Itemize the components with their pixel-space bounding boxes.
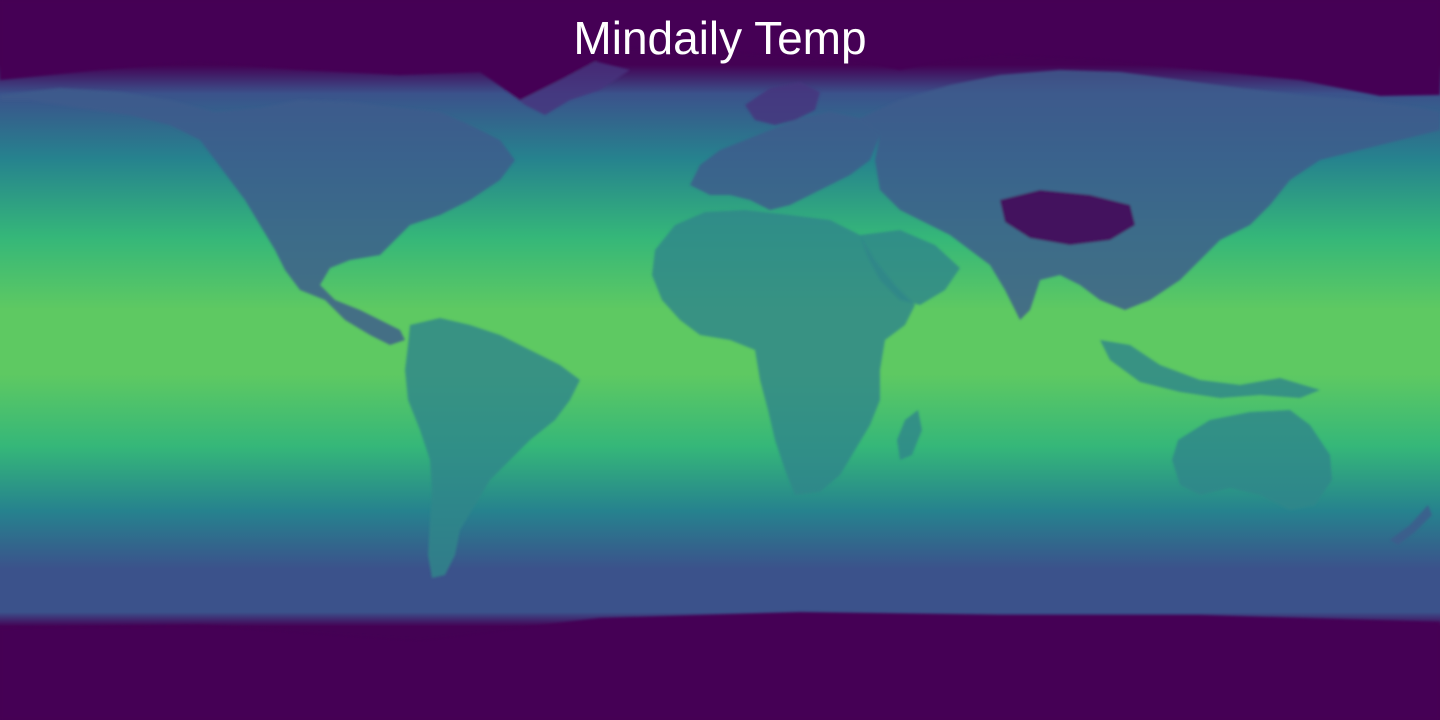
australia — [1172, 410, 1332, 510]
asia — [860, 70, 1440, 320]
scandinavia — [745, 82, 820, 125]
new-zealand — [1390, 505, 1432, 545]
map-title: Mindaily Temp — [573, 12, 867, 64]
europe — [690, 112, 880, 210]
tibetan-plateau — [1000, 190, 1135, 245]
madagascar — [897, 410, 922, 460]
southeast-asia-islands — [1100, 340, 1320, 398]
africa — [652, 210, 915, 495]
arctic-cap — [0, 0, 1440, 100]
antarctica — [0, 612, 1440, 720]
north-america — [0, 88, 515, 345]
arabia — [860, 230, 960, 305]
south-america — [405, 318, 580, 578]
